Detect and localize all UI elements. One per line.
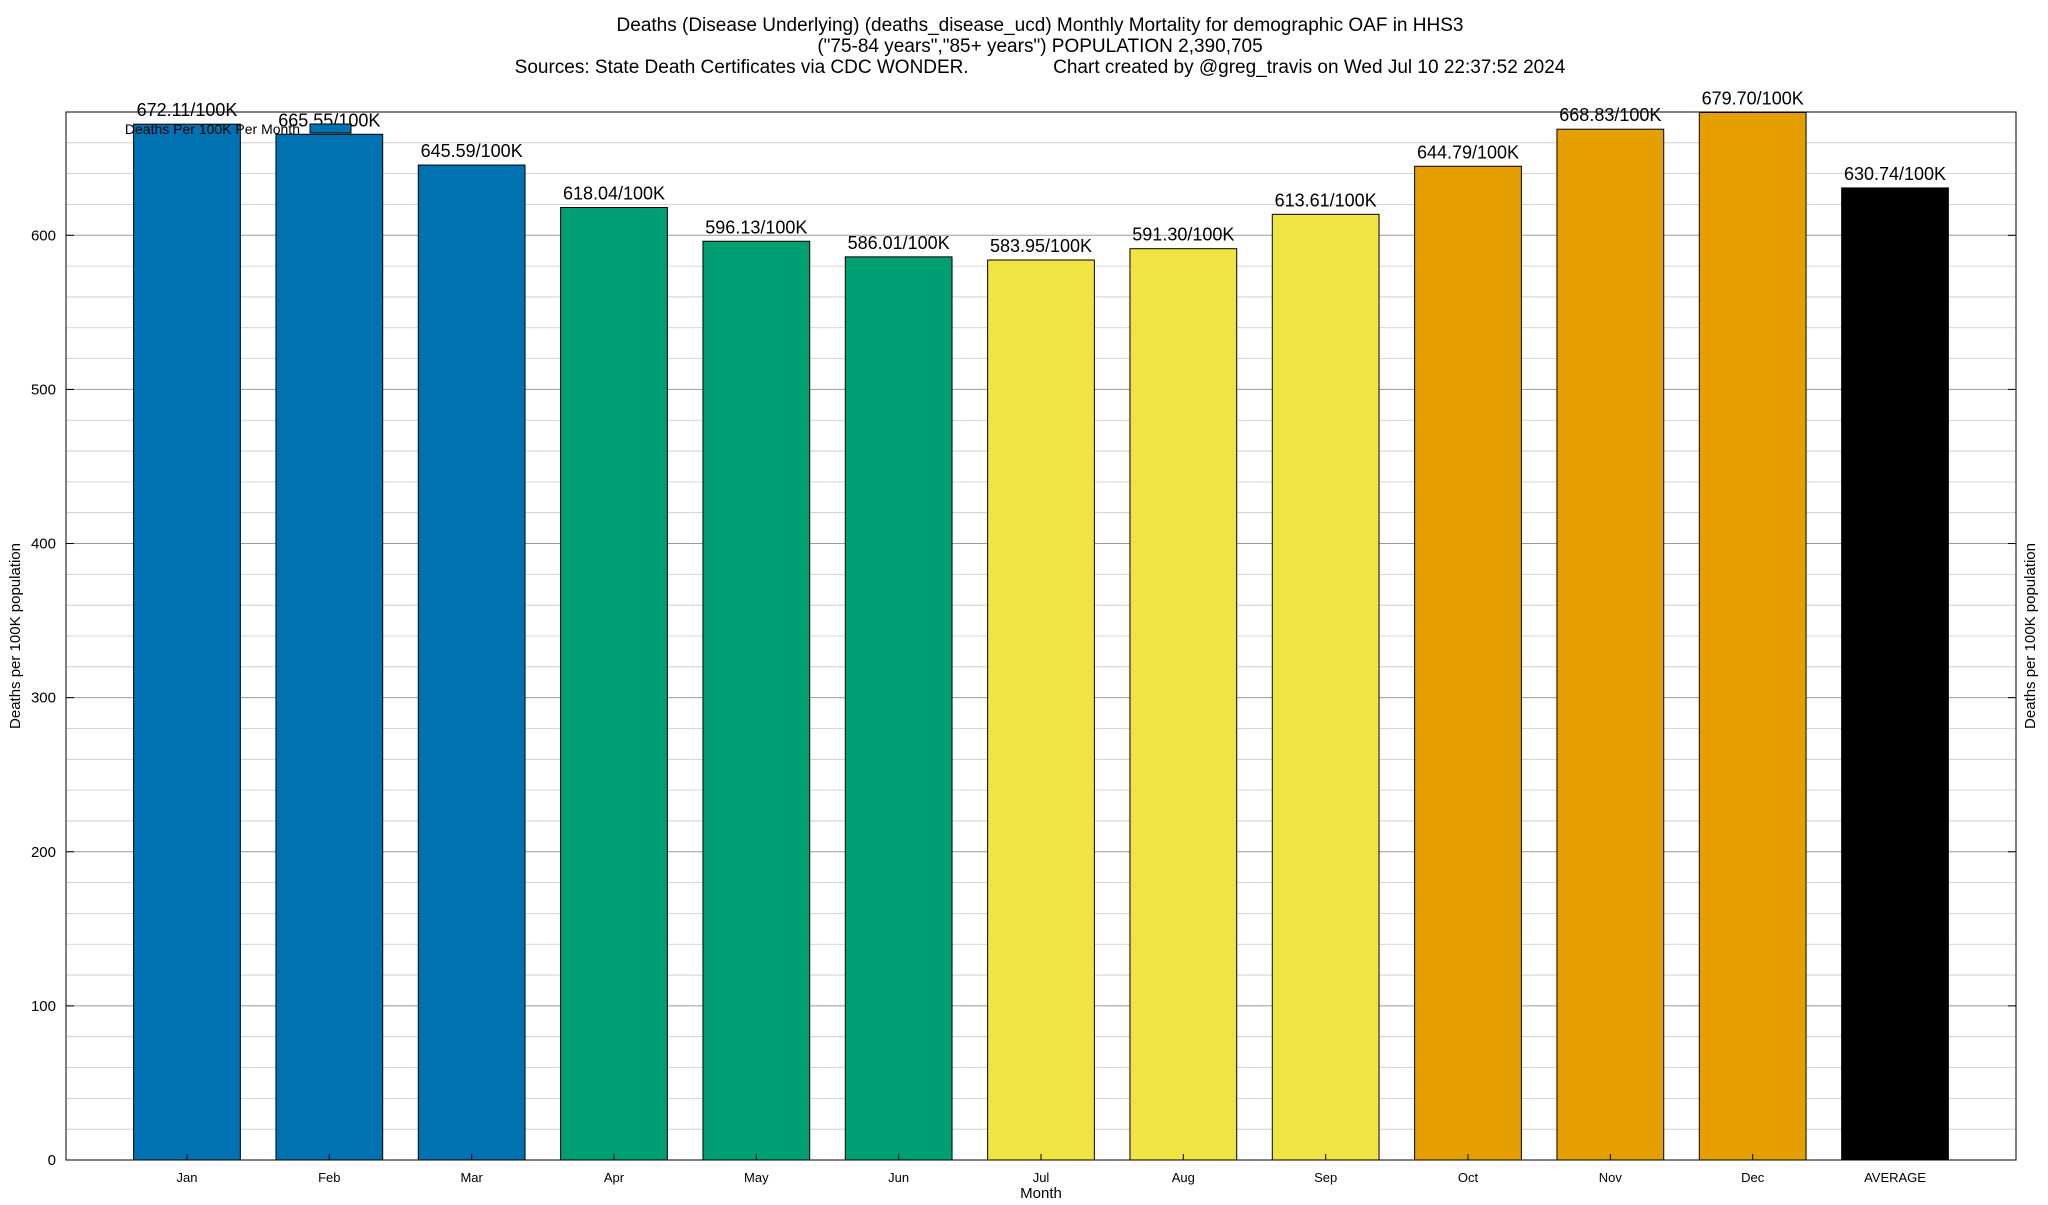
x-tick-label: Aug [1172,1170,1195,1185]
x-axis-ticks: Jan Feb Mar Apr May Jun Jul Aug Sep Oct Nov Dec AVER… [177,1154,1926,1185]
x-tick-label: Oct [1458,1170,1479,1185]
y-axis-title-right: Deaths per 100K population [2022,543,2039,729]
bar-value-label: 665.55/100K [278,110,380,130]
bar [133,123,241,1161]
bar-value-label: 586.01/100K [848,233,950,253]
chart-title: Deaths (Disease Underlying) (deaths_dise… [515,15,1566,78]
x-tick-label: Mar [460,1170,483,1185]
bar [417,164,526,1161]
bar [1698,111,1807,1161]
y-tick-label: 400 [31,536,56,553]
y-tick-label: 200 [31,844,56,861]
bar [844,256,953,1161]
bar-value-label: 630.74/100K [1844,164,1946,184]
bar-value-label: 618.04/100K [563,183,665,203]
x-tick-label: Apr [604,1170,625,1185]
legend-label: Deaths Per 100K Per Month [125,121,300,137]
bar [1556,128,1665,1161]
y-axis-ticks: 0 100 200 300 400 500 600 [31,227,2016,1169]
bar [987,259,1095,1161]
bar [1414,165,1522,1161]
y-tick-label: 100 [31,998,56,1015]
x-tick-label: Sep [1314,1170,1337,1185]
x-tick-label: Jun [888,1170,909,1185]
x-axis-title: Month [1020,1185,1062,1200]
y-tick-label: 500 [31,381,56,398]
bar-value-label: 613.61/100K [1275,190,1377,210]
bar [560,206,668,1161]
x-tick-label: May [744,1170,769,1185]
title-line-3: Sources: State Death Certificates via CD… [515,57,1566,78]
y-axis-title: Deaths per 100K population [7,543,24,729]
title-line-2: ("75-84 years","85+ years") POPULATION 2… [817,36,1262,57]
bars [133,111,1949,1161]
title-line-1: Deaths (Disease Underlying) (deaths_dise… [617,15,1464,36]
legend: Deaths Per 100K Per Month [125,121,352,137]
bar-value-label: 668.83/100K [1559,105,1661,125]
y-tick-label: 0 [48,1152,56,1169]
x-tick-label: AVERAGE [1864,1170,1926,1185]
bar-value-label: 644.79/100K [1417,142,1519,162]
bar [1271,213,1380,1161]
x-tick-label: Jan [177,1170,198,1185]
bar [1129,248,1238,1161]
y-tick-label: 600 [31,227,56,244]
x-tick-label: Nov [1599,1170,1623,1185]
y-tick-label: 300 [31,690,56,707]
x-tick-label: Jul [1033,1170,1050,1185]
bar-value-label: 679.70/100K [1702,88,1804,108]
bar-value-label: 672.11/100K [137,100,238,120]
bar-value-label: 583.95/100K [990,236,1092,256]
legend-swatch [309,123,352,134]
bar-value-labels: 672.11/100K 665.55/100K 645.59/100K 618.04/… [137,88,1946,256]
bar [275,133,384,1161]
bar-value-label: 596.13/100K [705,217,807,237]
bar [702,240,811,1161]
bar-value-label: 645.59/100K [421,141,523,161]
bar-value-label: 591.30/100K [1132,225,1234,245]
bar [1841,187,1949,1161]
x-tick-label: Dec [1741,1170,1765,1185]
x-tick-label: Feb [318,1170,340,1185]
